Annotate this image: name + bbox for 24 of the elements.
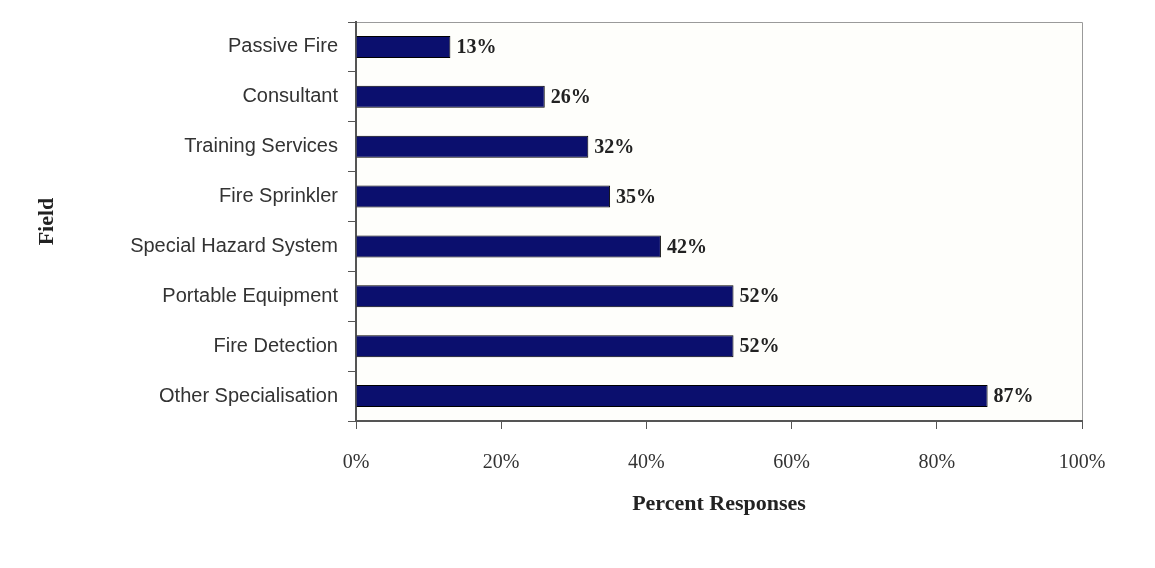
data-label: 32%: [594, 134, 635, 157]
data-label: 87%: [993, 384, 1034, 407]
x-tick-label: 20%: [482, 450, 520, 473]
y-tick-label: Training Services: [184, 134, 338, 157]
data-label: 13%: [456, 35, 497, 58]
x-tick-label: 80%: [918, 450, 956, 473]
x-tick-label: 100%: [1058, 450, 1106, 473]
y-tick-label: Special Hazard System: [130, 233, 338, 256]
y-tick-label: Other Specialisation: [159, 383, 338, 406]
data-label: 42%: [666, 234, 707, 257]
x-tick-label: 60%: [773, 450, 810, 473]
y-tick-label: Passive Fire: [227, 34, 338, 57]
data-label: 26%: [550, 84, 591, 107]
y-tick-label: Consultant: [242, 84, 339, 107]
data-label: 52%: [739, 284, 780, 307]
data-label: 35%: [616, 184, 657, 207]
y-tick-label: Fire Sprinkler: [219, 184, 339, 207]
y-tick-label: Portable Equipment: [162, 283, 339, 306]
x-tick-label: 0%: [342, 450, 370, 473]
data-label: 52%: [739, 334, 780, 357]
x-axis-title: Percent Responses: [632, 490, 807, 516]
y-tick-label: Fire Detection: [213, 333, 338, 356]
y-axis-title: Field: [32, 197, 58, 246]
x-tick-label: 40%: [628, 450, 665, 473]
